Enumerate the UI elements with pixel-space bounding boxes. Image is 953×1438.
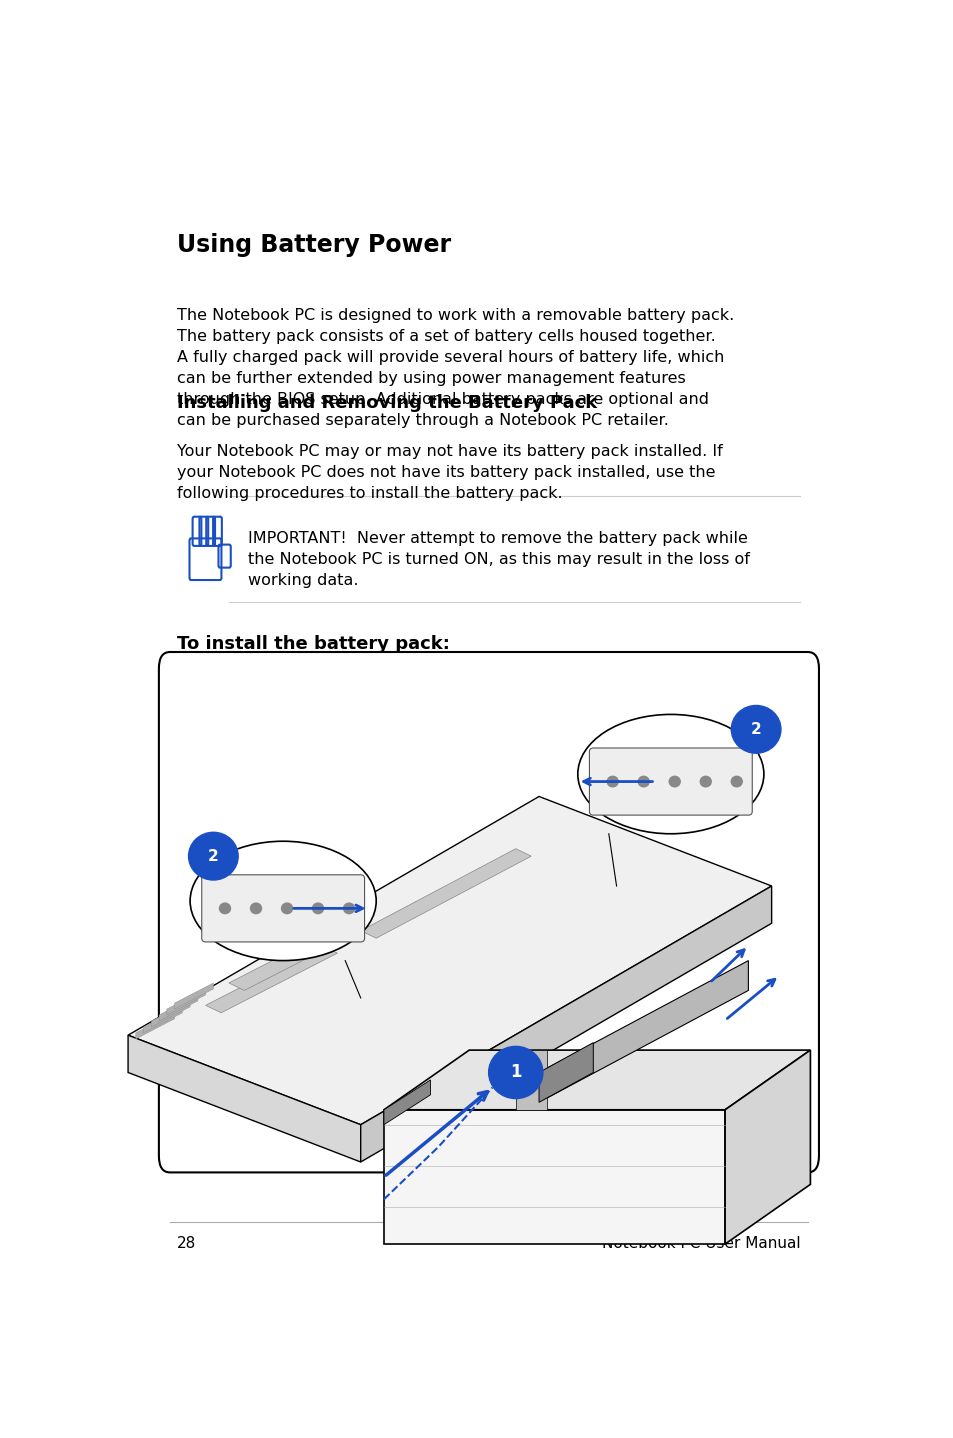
Polygon shape — [152, 1001, 190, 1027]
Polygon shape — [167, 989, 206, 1015]
Polygon shape — [128, 797, 771, 1125]
Polygon shape — [538, 1043, 593, 1103]
Polygon shape — [159, 995, 197, 1021]
Polygon shape — [360, 848, 531, 938]
Circle shape — [637, 775, 649, 788]
Text: The Notebook PC is designed to work with a removable battery pack.
The battery p: The Notebook PC is designed to work with… — [177, 308, 734, 427]
Polygon shape — [229, 923, 360, 991]
Polygon shape — [538, 961, 747, 1103]
Text: To install the battery pack:: To install the battery pack: — [177, 636, 450, 653]
Text: IMPORTANT!  Never attempt to remove the battery pack while
the Notebook PC is tu: IMPORTANT! Never attempt to remove the b… — [248, 531, 749, 588]
Circle shape — [731, 706, 781, 754]
Circle shape — [189, 833, 238, 880]
Circle shape — [668, 775, 680, 788]
FancyBboxPatch shape — [201, 874, 364, 942]
Circle shape — [699, 775, 711, 788]
Polygon shape — [135, 1012, 174, 1038]
Circle shape — [250, 903, 262, 915]
Circle shape — [488, 1047, 542, 1099]
Text: Using Battery Power: Using Battery Power — [177, 233, 451, 257]
Polygon shape — [206, 946, 337, 1012]
Polygon shape — [383, 1050, 809, 1110]
Polygon shape — [144, 1007, 182, 1032]
Ellipse shape — [190, 841, 375, 961]
Circle shape — [312, 903, 324, 915]
Circle shape — [730, 775, 742, 788]
Circle shape — [218, 903, 231, 915]
Polygon shape — [724, 1050, 809, 1244]
Polygon shape — [383, 1110, 724, 1244]
Text: Notebook PC User Manual: Notebook PC User Manual — [601, 1235, 800, 1251]
Polygon shape — [360, 886, 771, 1162]
Polygon shape — [516, 1050, 546, 1110]
Text: Your Notebook PC may or may not have its battery pack installed. If
your Noteboo: Your Notebook PC may or may not have its… — [177, 444, 722, 500]
Text: Installing and Removing the Battery Pack: Installing and Removing the Battery Pack — [177, 394, 597, 413]
Text: 2: 2 — [208, 848, 218, 864]
Circle shape — [280, 903, 293, 915]
Polygon shape — [128, 1035, 360, 1162]
FancyBboxPatch shape — [159, 651, 818, 1172]
Text: 1: 1 — [510, 1064, 521, 1081]
Circle shape — [342, 903, 355, 915]
Circle shape — [606, 775, 618, 788]
Polygon shape — [383, 1080, 430, 1125]
FancyBboxPatch shape — [589, 748, 752, 815]
Text: 2: 2 — [750, 722, 760, 736]
Polygon shape — [174, 984, 213, 1009]
Text: 28: 28 — [177, 1235, 196, 1251]
Ellipse shape — [578, 715, 763, 834]
